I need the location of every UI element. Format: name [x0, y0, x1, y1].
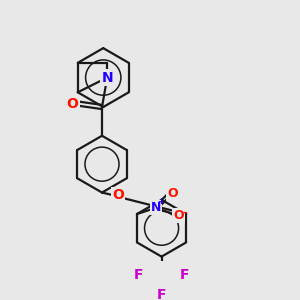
Text: O: O [167, 188, 178, 200]
Text: O: O [112, 188, 124, 202]
Text: N: N [101, 70, 113, 85]
Text: +: + [158, 197, 164, 206]
Text: F: F [157, 288, 166, 300]
Text: N: N [151, 201, 161, 214]
Text: O: O [173, 209, 184, 222]
Text: -: - [182, 208, 187, 218]
Text: F: F [180, 268, 190, 282]
Text: F: F [134, 268, 143, 282]
Text: O: O [67, 97, 79, 110]
